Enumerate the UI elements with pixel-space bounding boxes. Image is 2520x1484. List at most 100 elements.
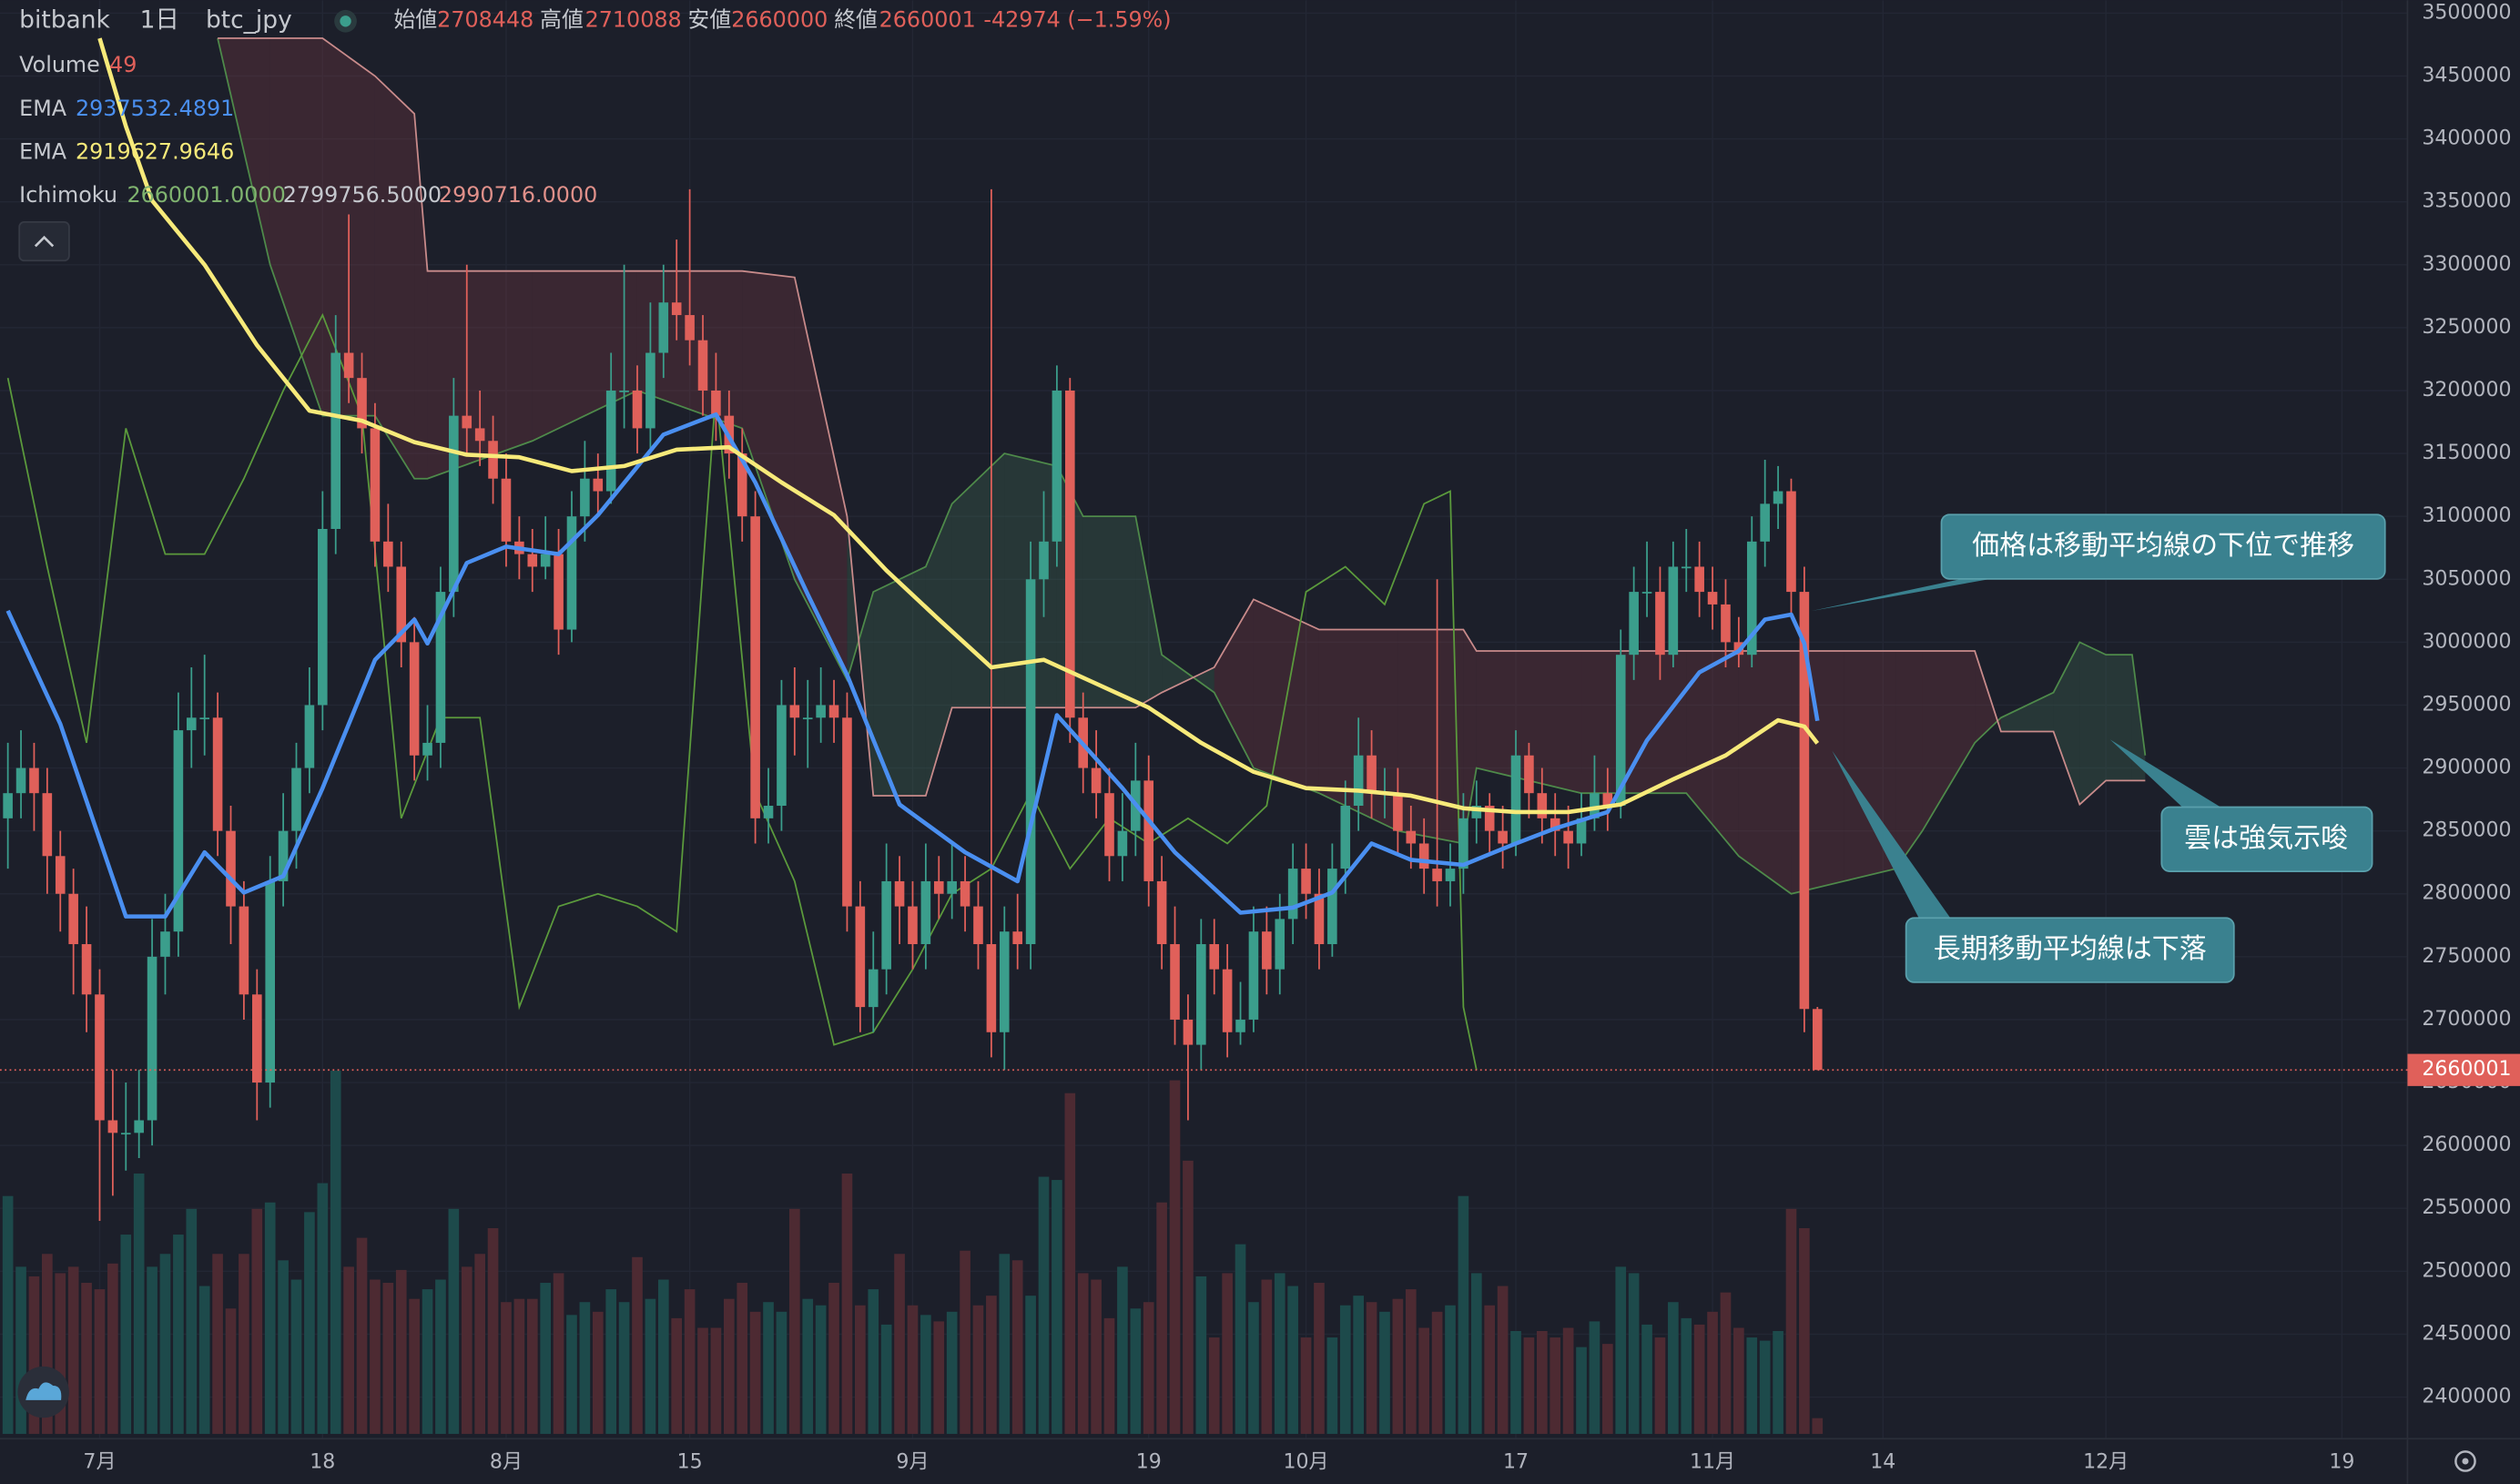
volume-bar	[395, 1269, 407, 1434]
volume-bar	[422, 1289, 433, 1434]
candle-body	[1012, 931, 1022, 945]
volume-bar	[1248, 1302, 1259, 1434]
volume-bar	[107, 1263, 118, 1434]
cloud-fill	[1135, 516, 1163, 708]
cloud-fill	[2079, 642, 2107, 805]
volume-bar	[1235, 1244, 1246, 1434]
volume-bar	[356, 1237, 368, 1434]
volume-bar	[540, 1283, 551, 1434]
volume-bar	[186, 1208, 198, 1434]
candle-body	[147, 956, 158, 1121]
volume-bar	[946, 1311, 958, 1434]
volume-bar	[1720, 1292, 1732, 1434]
volume-bar	[290, 1279, 302, 1434]
volume-bar	[2, 1195, 14, 1434]
volume-bar	[1799, 1228, 1810, 1434]
x-tick-label: 9月	[896, 1451, 929, 1474]
volume-bar	[304, 1212, 315, 1434]
volume-bar	[894, 1254, 905, 1434]
cloud-fill	[1463, 629, 1477, 844]
candle-body	[449, 415, 459, 593]
volume-bar	[855, 1305, 866, 1434]
candle-body	[226, 830, 236, 907]
volume-bar	[251, 1208, 263, 1434]
candle-body	[1773, 491, 1783, 504]
candle-body	[488, 441, 498, 479]
volume-bar	[1222, 1273, 1233, 1434]
candle-body	[554, 554, 564, 630]
settings-button[interactable]	[2454, 1450, 2476, 1472]
candle-body	[239, 906, 249, 995]
volume-bar	[1641, 1324, 1652, 1434]
y-tick-label: 3500000	[2422, 1, 2511, 24]
volume-bar	[1431, 1311, 1443, 1434]
ichimoku-legend: Ichimoku	[19, 182, 117, 208]
volume-bar	[1326, 1337, 1338, 1434]
volume-bar	[1117, 1266, 1128, 1434]
collapse-button[interactable]	[18, 221, 70, 262]
volume-bar	[579, 1302, 591, 1434]
x-tick-label: 14	[1870, 1451, 1895, 1474]
volume-bar	[1052, 1180, 1062, 1434]
volume-bar	[1156, 1202, 1167, 1434]
candle-body	[671, 302, 682, 316]
candle-body	[593, 478, 604, 492]
candle-body	[711, 390, 721, 416]
candle-body	[527, 554, 538, 567]
volume-legend-value: 49	[109, 52, 137, 77]
candle-body	[186, 717, 197, 731]
volume-bar	[1103, 1317, 1115, 1434]
candle-body	[1668, 566, 1679, 656]
volume-bar	[435, 1279, 446, 1434]
change: -42974 (−1.59%)	[983, 7, 1171, 33]
candle-body	[265, 880, 276, 1083]
candle-body	[1406, 830, 1417, 844]
volume-bar	[1812, 1418, 1824, 1434]
y-tick-label: 3450000	[2422, 65, 2511, 87]
volume-bar	[212, 1254, 223, 1434]
volume-bar	[697, 1327, 708, 1434]
high-value: 2710088	[585, 7, 682, 33]
candle-body	[474, 428, 485, 442]
volume-bar	[55, 1273, 66, 1434]
volume-bar	[278, 1260, 289, 1434]
volume-bar	[1366, 1302, 1377, 1434]
candle-body	[1707, 592, 1718, 605]
volume-bar	[1169, 1080, 1181, 1434]
volume-bar	[1693, 1324, 1705, 1434]
candle-body	[199, 717, 209, 720]
cloud-fill	[2000, 692, 2054, 732]
candle-body	[894, 880, 905, 907]
volume-bar	[671, 1317, 683, 1434]
cloud-fill	[269, 38, 323, 416]
volume-bar	[1379, 1311, 1390, 1434]
volume-bar	[789, 1208, 800, 1434]
volume-bar	[501, 1302, 512, 1434]
candle-body	[173, 730, 184, 932]
y-tick-label: 3300000	[2422, 253, 2511, 276]
candle-body	[318, 528, 328, 706]
volume-bar	[239, 1254, 249, 1434]
volume-bar	[684, 1289, 696, 1434]
candle-body	[3, 793, 13, 818]
candle-body	[1287, 869, 1298, 920]
volume-bar	[1287, 1286, 1298, 1434]
volume-bar	[330, 1071, 341, 1434]
volume-bar	[1536, 1330, 1548, 1434]
volume-bar	[1143, 1302, 1154, 1434]
candle-body	[1327, 869, 1337, 945]
candle-body	[409, 642, 420, 756]
candle-body	[291, 767, 301, 831]
logo[interactable]	[17, 1366, 69, 1418]
volume-bar	[1300, 1337, 1312, 1434]
candle-body	[1510, 755, 1521, 844]
volume-bar	[1484, 1305, 1496, 1434]
candle-body	[1301, 869, 1311, 894]
candle-body	[1353, 755, 1364, 807]
candle-body	[1760, 503, 1770, 542]
y-tick-label: 2750000	[2422, 945, 2511, 968]
volume-bar	[1183, 1160, 1194, 1434]
ema-line	[97, 37, 1820, 815]
